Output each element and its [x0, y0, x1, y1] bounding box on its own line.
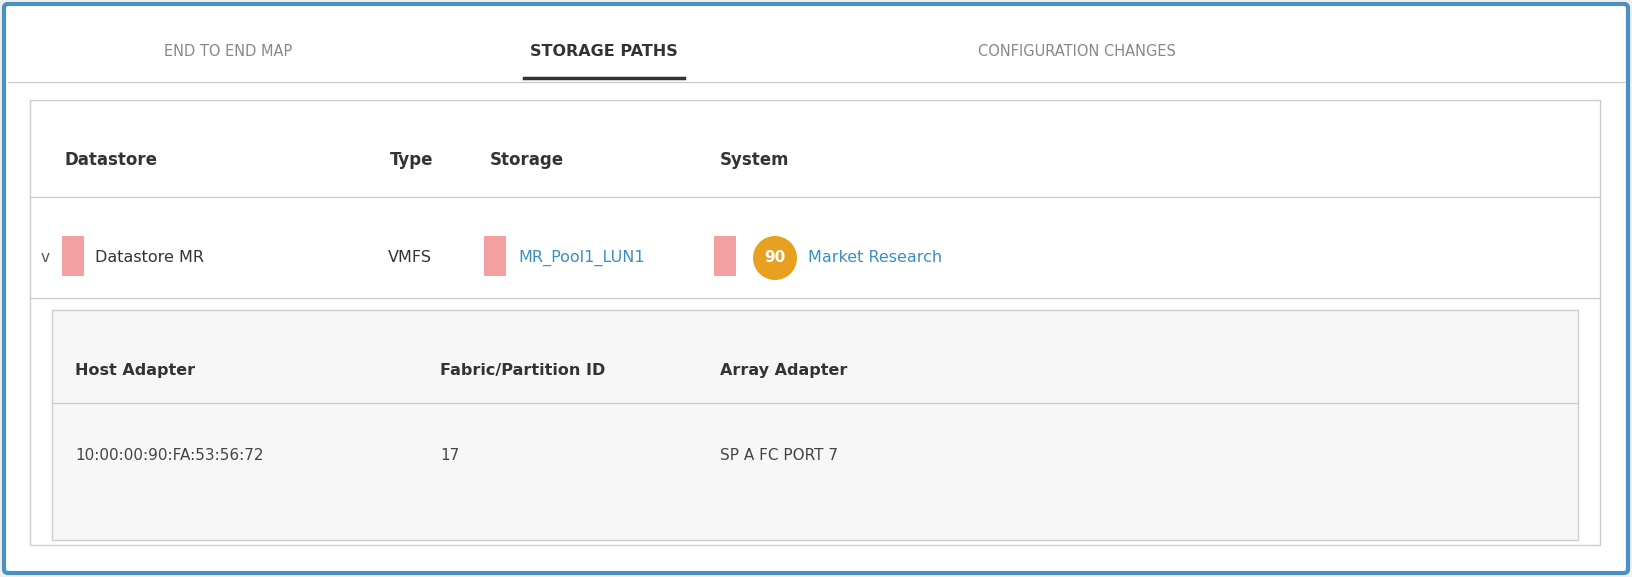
FancyBboxPatch shape [29, 100, 1599, 545]
FancyBboxPatch shape [715, 236, 736, 276]
Ellipse shape [752, 236, 796, 280]
Text: Host Adapter: Host Adapter [75, 362, 196, 377]
Text: SP A FC PORT 7: SP A FC PORT 7 [720, 448, 837, 463]
Text: Datastore: Datastore [65, 151, 158, 169]
Text: Market Research: Market Research [808, 250, 942, 265]
Text: STORAGE PATHS: STORAGE PATHS [530, 44, 677, 59]
Text: v: v [41, 250, 49, 265]
FancyBboxPatch shape [3, 4, 1629, 573]
Text: Fabric/Partition ID: Fabric/Partition ID [441, 362, 605, 377]
Text: Storage: Storage [490, 151, 565, 169]
Text: 10:00:00:90:FA:53:56:72: 10:00:00:90:FA:53:56:72 [75, 448, 263, 463]
Text: Datastore MR: Datastore MR [95, 250, 204, 265]
Text: Type: Type [390, 151, 434, 169]
FancyBboxPatch shape [52, 310, 1578, 540]
Text: END TO END MAP: END TO END MAP [165, 44, 292, 59]
Text: Array Adapter: Array Adapter [720, 362, 847, 377]
Text: CONFIGURATION CHANGES: CONFIGURATION CHANGES [978, 44, 1177, 59]
FancyBboxPatch shape [62, 236, 83, 276]
Text: 90: 90 [764, 250, 785, 265]
Text: VMFS: VMFS [388, 250, 432, 265]
FancyBboxPatch shape [485, 236, 506, 276]
Text: 17: 17 [441, 448, 459, 463]
Text: System: System [720, 151, 790, 169]
Text: MR_Pool1_LUN1: MR_Pool1_LUN1 [517, 250, 645, 266]
